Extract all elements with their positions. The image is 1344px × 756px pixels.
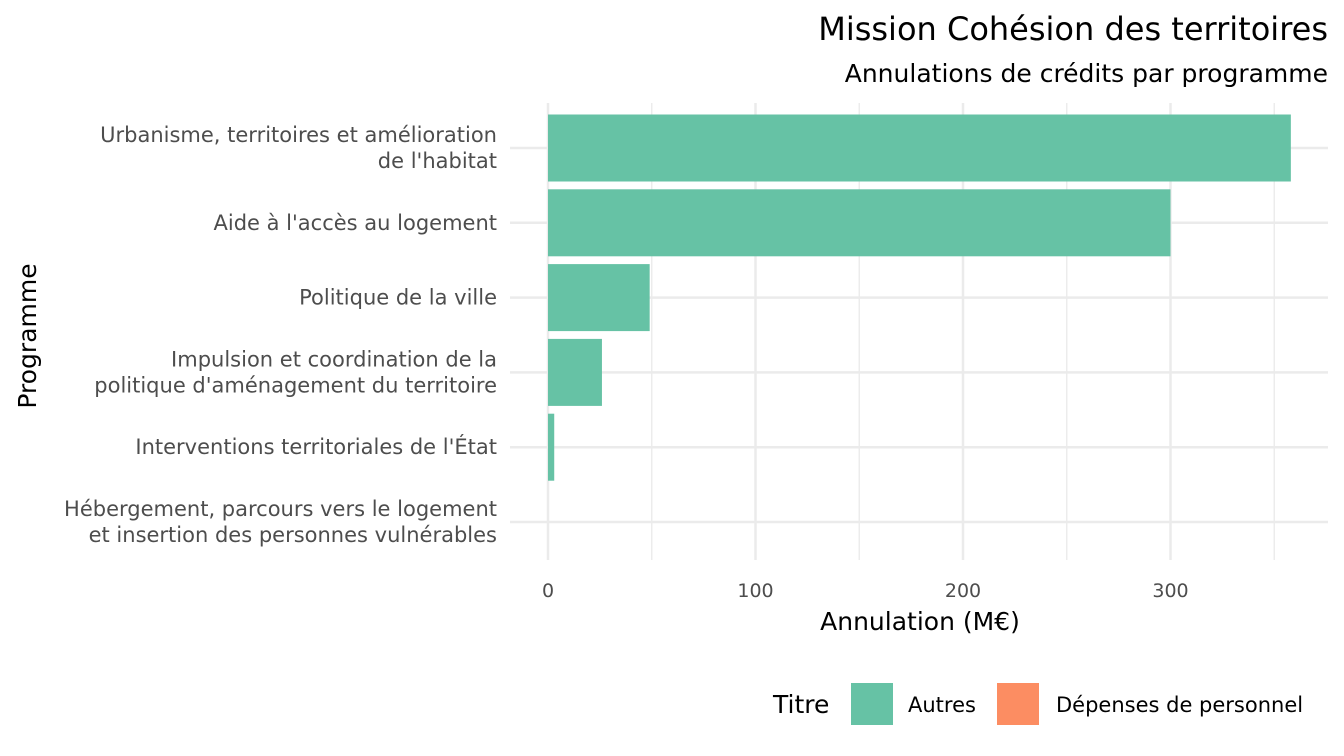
chart-subtitle: Annulations de crédits par programme bbox=[845, 59, 1328, 88]
category-labels: Urbanisme, territoires et améliorationde… bbox=[64, 123, 497, 547]
legend-key-personnel bbox=[997, 683, 1039, 725]
category-label: Urbanisme, territoires et amélioration bbox=[100, 123, 497, 147]
x-axis-title: Annulation (M€) bbox=[820, 607, 1020, 636]
category-label: Impulsion et coordination de la bbox=[171, 347, 497, 371]
legend: Titre Autres Dépenses de personnel bbox=[772, 683, 1303, 725]
y-axis-title: Programme bbox=[13, 263, 42, 408]
bar-autres bbox=[548, 264, 650, 332]
legend-label: Autres bbox=[908, 693, 976, 717]
x-tick-label: 200 bbox=[945, 580, 981, 602]
bar-autres bbox=[548, 189, 1171, 257]
chart-title: Mission Cohésion des territoires bbox=[818, 10, 1328, 48]
category-label: de l'habitat bbox=[378, 149, 497, 173]
category-label: Interventions territoriales de l'État bbox=[135, 434, 497, 459]
x-tick-label: 0 bbox=[542, 580, 554, 602]
bar-autres bbox=[548, 413, 555, 481]
category-label: politique d'aménagement du territoire bbox=[94, 373, 497, 397]
category-label: Politique de la ville bbox=[299, 286, 497, 310]
x-tick-label: 100 bbox=[737, 580, 773, 602]
bar-autres bbox=[548, 114, 1291, 182]
category-label: Hébergement, parcours vers le logement bbox=[64, 497, 497, 521]
legend-label: Dépenses de personnel bbox=[1056, 693, 1303, 717]
category-label: Aide à l'accès au logement bbox=[214, 211, 497, 235]
category-label: et insertion des personnes vulnérables bbox=[89, 523, 497, 547]
bar-autres bbox=[548, 338, 602, 406]
legend-title: Titre bbox=[772, 690, 829, 719]
bars bbox=[548, 114, 1291, 481]
x-tick-label: 300 bbox=[1152, 580, 1188, 602]
x-tick-labels: 0 100 200 300 bbox=[542, 580, 1189, 602]
legend-key-autres bbox=[851, 683, 893, 725]
